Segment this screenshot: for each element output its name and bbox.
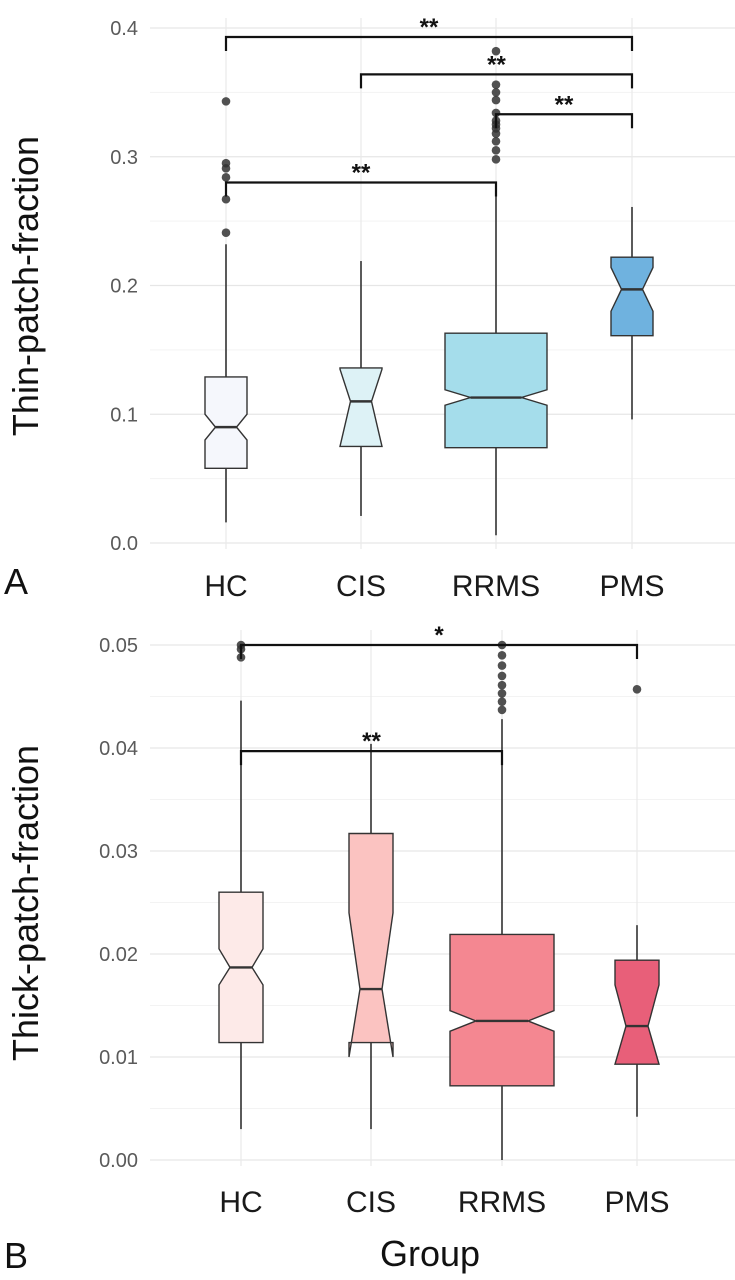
panel-b-y-tick-label: 0.01 — [99, 1047, 138, 1069]
panel-b-y-tick-label: 0.04 — [99, 738, 138, 760]
panel-a-significance-bracket — [224, 181, 498, 197]
panel-b-y-tick-label: 0.00 — [99, 1150, 138, 1172]
panel-b-outlier-point-rrms — [497, 689, 507, 698]
panel-b-outlier-point-rrms — [497, 705, 507, 715]
panel-a-outlier-point-hc — [221, 194, 231, 204]
panel-a-significance-bracket — [359, 73, 634, 89]
panel-a-outlier-point-hc — [221, 97, 231, 106]
panel-b-x-tick-label: CIS — [346, 1186, 396, 1219]
panel-a-y-axis-label: Thin-patch-fraction — [5, 136, 46, 436]
panel-b-y-axis-label: Thick-patch-fraction — [5, 745, 46, 1061]
panel-b-x-tick-label: PMS — [604, 1186, 669, 1219]
panel-a-outlier-point-rrms — [491, 80, 501, 89]
panel-a-significance-label: ** — [555, 91, 574, 118]
panel-a-outlier-point-rrms — [491, 137, 501, 146]
panel-a-outlier-point-hc — [221, 158, 231, 168]
panel-a-outlier-point-rrms — [491, 155, 501, 164]
panel-a-y-tick-label: 0.3 — [110, 147, 138, 169]
panel-a-x-tick-label: PMS — [599, 570, 664, 603]
panel-a-outlier-point-rrms — [491, 95, 501, 105]
panel-b-y-tick-label: 0.05 — [99, 635, 138, 657]
panel-b-x-axis-label: Group — [380, 1233, 480, 1274]
panel-a-box-rrms — [444, 332, 548, 449]
panel-b-outlier-point-rrms — [497, 671, 507, 681]
panel-a-significance-label: ** — [420, 14, 439, 41]
panel-a-y-tick-label: 0.2 — [110, 276, 138, 298]
panel-a-y-tick-label: 0.0 — [110, 533, 138, 555]
panel-b-outlier-point-rrms — [497, 651, 507, 660]
panel-b-x-tick-label: HC — [219, 1186, 262, 1219]
panel-b-box-cis — [348, 832, 394, 1058]
panel-a-outlier-point-rrms — [491, 146, 501, 155]
panel-a-outlier-point-hc — [221, 173, 231, 182]
panel-b-outlier-point-rrms — [497, 661, 507, 670]
panel-b-significance-label: * — [434, 622, 444, 649]
panel-b-label: B — [4, 1235, 28, 1276]
panel-a-outlier-point-hc — [221, 228, 231, 238]
panel-b-outlier-point-rrms — [497, 697, 507, 706]
panel-b-y-tick-label: 0.03 — [99, 841, 138, 863]
panel-a-x-tick-label: RRMS — [452, 570, 540, 603]
panel-a-box-hc — [204, 376, 248, 470]
panel-a-label: A — [4, 561, 28, 602]
panel-a-significance-label: ** — [352, 160, 371, 187]
panel-b-box-pms — [614, 959, 660, 1065]
panel-b-significance-bracket — [239, 749, 504, 766]
panel-b-outlier-point-rrms — [497, 680, 507, 690]
panel-b-box-rrms — [449, 933, 555, 1087]
panel-a-significance-bracket — [224, 35, 634, 52]
panel-a-x-tick-label: HC — [204, 570, 247, 603]
panel-a-outlier-point-rrms — [491, 88, 501, 97]
panel-b-outlier-point-pms — [632, 684, 642, 694]
panel-a-box-cis — [339, 367, 383, 448]
panel-b-significance-bracket — [239, 643, 639, 659]
panel-a-plot: 0.0 0.1 0.2 0.3 0.4 HC CIS RRMS PMS ** ** ** ** — [110, 14, 735, 603]
panel-b-x-tick-label: RRMS — [458, 1186, 546, 1219]
panel-a-significance-label: ** — [487, 51, 506, 78]
panel-b-significance-label: ** — [362, 728, 381, 755]
panel-b-y-tick-label: 0.02 — [99, 944, 138, 966]
panel-a-significance-bracket — [494, 113, 634, 129]
panel-a-y-tick-label: 0.1 — [110, 404, 138, 426]
panel-a-box-pms — [610, 256, 654, 337]
panel-a-outlier-point-rrms — [491, 46, 501, 56]
panel-a-y-tick-label: 0.4 — [110, 18, 138, 40]
panel-a-x-tick-label: CIS — [336, 570, 386, 603]
